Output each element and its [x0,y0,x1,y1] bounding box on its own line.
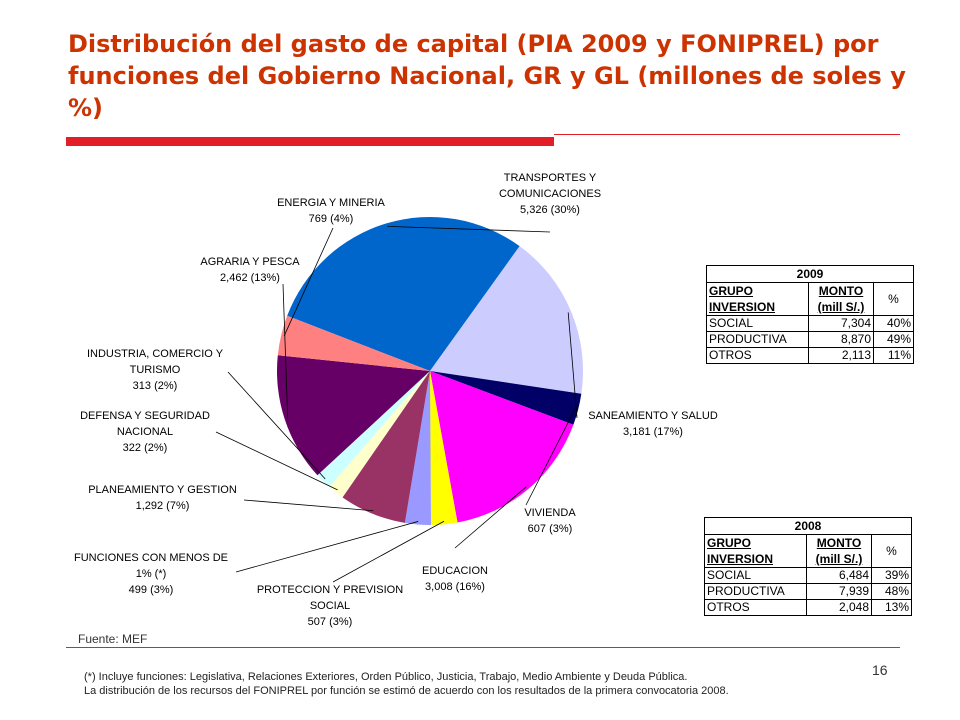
leader-line-planeamiento [243,499,374,512]
table-2008: 2008 GRUPO INVERSION MONTO (mill S/.) % SO… [704,517,912,616]
pie-slice-menos1 [404,371,431,525]
page-title: Distribución del gasto de capital (PIA 2… [68,30,906,122]
label-defensa: DEFENSA Y SEGURIDAD NACIONAL 322 (2%) [80,410,210,454]
header-monto: MONTO (mill S/.) [808,282,874,316]
label-planeamiento: PLANEAMIENTO Y GESTION 1,292 (7%) [88,484,237,512]
pie-slice-agraria [277,355,430,476]
title-underline-thick [66,137,554,146]
leader-lines [215,225,578,583]
page-number: 16 [872,662,888,678]
source-note: Fuente: MEF [78,632,148,646]
pie-slice-educacion [430,371,574,523]
leader-line-defensa [215,431,338,491]
table-row: PRODUCTIVA 8,870 49% [706,331,914,348]
footnote-line-2: La distribución de los recursos del FONI… [84,685,729,697]
leader-line-transportes [387,225,551,233]
footer-divider [66,647,900,648]
table-row: OTROS 2,113 11% [706,347,914,364]
footnote-line-1: (*) Incluye funciones: Legislativa, Rela… [84,671,688,683]
header-grupo: GRUPO INVERSION [706,282,809,316]
header-monto: MONTO (mill S/.) [806,534,872,568]
label-transportes: TRANSPORTES Y COMUNICACIONES 5,326 (30%) [498,172,602,216]
footnote: (*) Incluye funciones: Legislativa, Rela… [84,670,729,698]
label-educacion: EDUCACION 3,008 (16%) [421,565,488,593]
pie-slice-planeamiento [342,371,430,523]
pie-slice-energia [277,315,430,371]
table-2009: 2009 GRUPO INVERSION MONTO (mill S/.) % SO… [706,265,914,364]
pie-slice-vivienda [430,371,582,425]
label-industria: INDUSTRIA, COMERCIO Y TURISMO 313 (2%) [86,348,224,392]
leader-line-industria [227,371,326,480]
pie-slice-saneamiento [430,246,583,394]
leader-line-energia [283,227,334,337]
leader-line-proteccion [332,520,445,583]
pie-slice-defensa [329,371,430,498]
pie-slices [277,217,583,525]
pie-slice-industria [317,371,430,487]
leader-line-vivienda [525,408,576,506]
table-year: 2009 [706,265,914,283]
leader-line-educacion [454,486,527,549]
label-saneamiento: SANEAMIENTO Y SALUD 3,181 (17%) [588,410,718,438]
label-proteccion: PROTECCION Y PREVISION SOCIAL 507 (3%) [256,584,404,628]
leader-line-agraria [282,283,289,419]
pie-slice-proteccion [430,371,458,525]
table-row: OTROS 2,048 13% [704,599,912,616]
label-vivienda: VIVIENDA 607 (3%) [524,507,576,535]
label-menos1: FUNCIONES CON MENOS DE 1% (*) 499 (3%) [73,552,228,596]
label-agraria: AGRARIA Y PESCA 2,462 (13%) [200,256,300,284]
table-row: SOCIAL 6,484 39% [704,567,912,584]
table-row: PRODUCTIVA 7,939 48% [704,583,912,600]
leader-line-saneamiento [567,312,578,419]
table-year: 2008 [704,517,912,535]
leader-line-menos1 [235,521,419,573]
pie-slice-transportes [287,217,520,371]
header-pct: % [873,282,914,316]
table-row: SOCIAL 7,304 40% [706,315,914,332]
header-grupo: GRUPO INVERSION [704,534,807,568]
label-energia: ENERGIA Y MINERIA 769 (4%) [277,197,385,225]
title-underline-thin [554,134,900,135]
header-pct: % [871,534,912,568]
